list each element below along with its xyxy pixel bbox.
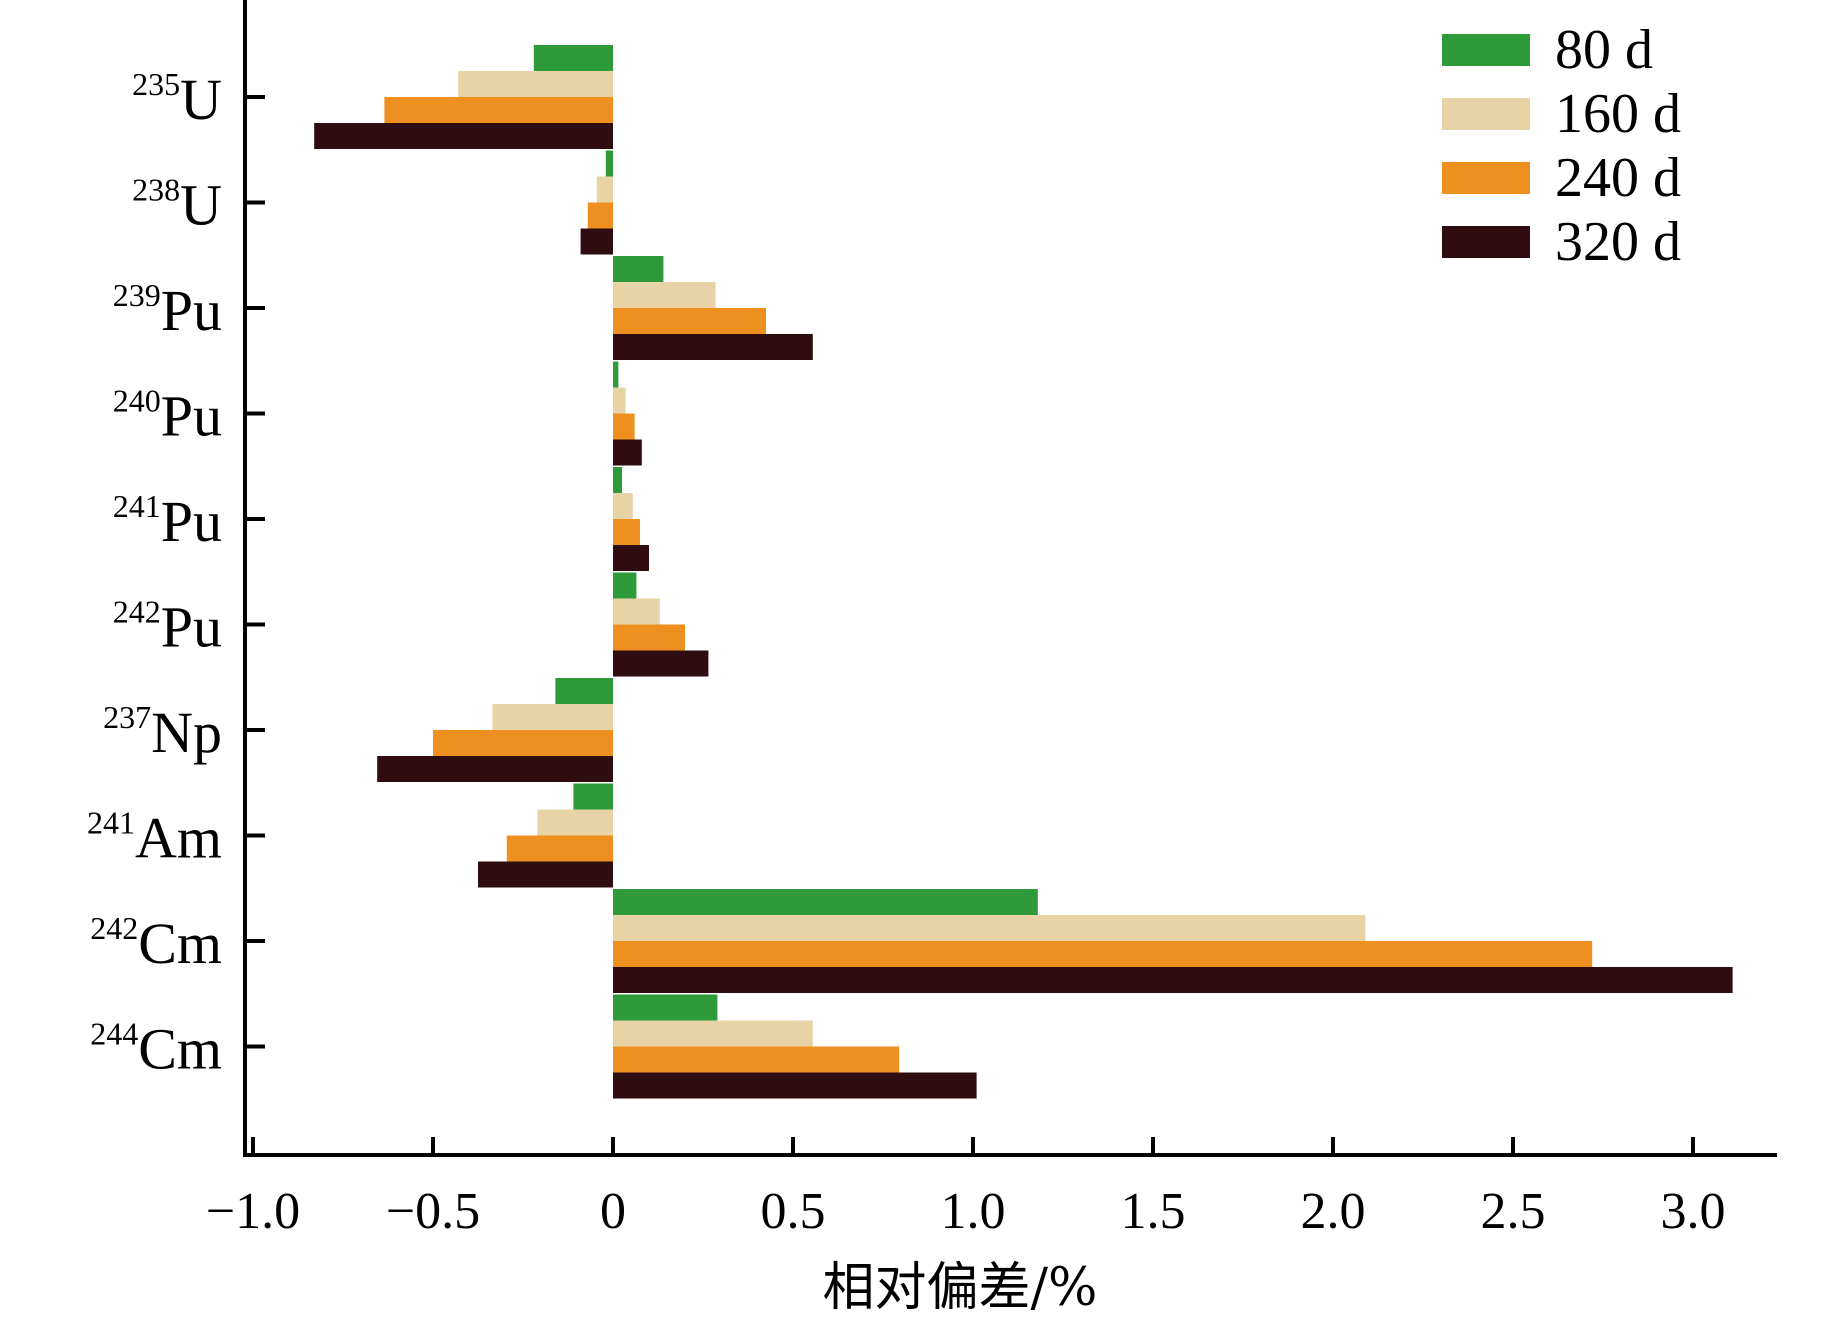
mass-number: 240 bbox=[113, 383, 161, 419]
bar-235U-160d bbox=[458, 71, 613, 97]
bar-235U-240d bbox=[384, 97, 613, 123]
bar-240Pu-320d bbox=[613, 439, 642, 466]
bar-241Pu-320d bbox=[613, 545, 649, 571]
mass-number: 242 bbox=[113, 594, 161, 630]
y-tick-label-242Pu: 242Pu bbox=[113, 594, 222, 660]
bar-237Np-80d bbox=[555, 678, 613, 704]
x-axis-title: 相对偏差/% bbox=[823, 1258, 1098, 1317]
axes-layer bbox=[243, 0, 1777, 1157]
bar-241Pu-80d bbox=[613, 467, 622, 493]
bar-241Am-240d bbox=[506, 835, 613, 862]
element-symbol: U bbox=[180, 67, 222, 132]
bar-238U-240d bbox=[587, 202, 613, 229]
bar-239Pu-240d bbox=[613, 308, 766, 334]
legend-label-80d: 80 d bbox=[1555, 19, 1653, 81]
mass-number: 238 bbox=[132, 172, 180, 208]
bar-240Pu-80d bbox=[613, 361, 619, 388]
bars-layer bbox=[314, 45, 1733, 1099]
bar-239Pu-320d bbox=[613, 334, 813, 360]
bar-239Pu-80d bbox=[613, 256, 664, 282]
legend-swatch-160d bbox=[1442, 98, 1530, 130]
x-tick-label: 1.5 bbox=[1121, 1183, 1186, 1240]
element-symbol: Cm bbox=[138, 1017, 222, 1082]
bar-242Cm-160d bbox=[613, 915, 1366, 941]
element-symbol: Am bbox=[135, 806, 222, 871]
element-symbol: U bbox=[180, 173, 222, 238]
bar-242Cm-80d bbox=[613, 889, 1038, 915]
bar-242Cm-320d bbox=[613, 967, 1733, 993]
mass-number: 244 bbox=[90, 1016, 138, 1052]
y-tick-label-241Am: 241Am bbox=[87, 805, 222, 871]
x-tick-labels: −1.0 −0.5 0 0.5 1.0 1.5 2.0 2.5 3.0 bbox=[206, 1183, 1726, 1240]
x-tick-label: 2.0 bbox=[1301, 1183, 1366, 1240]
bar-237Np-160d bbox=[492, 704, 613, 730]
legend-swatch-320d bbox=[1442, 226, 1530, 258]
bar-242Pu-80d bbox=[613, 572, 637, 599]
x-tick-label: −1.0 bbox=[206, 1183, 300, 1240]
bar-241Am-320d bbox=[478, 861, 613, 888]
mass-number: 242 bbox=[90, 910, 138, 946]
bar-237Np-240d bbox=[433, 730, 613, 756]
legend-label-320d: 320 d bbox=[1555, 211, 1681, 273]
element-symbol: Np bbox=[151, 700, 222, 765]
y-tick-label-239Pu: 239Pu bbox=[113, 277, 222, 343]
y-tick-label-237Np: 237Np bbox=[103, 699, 222, 765]
mass-number: 241 bbox=[113, 488, 161, 524]
bar-237Np-320d bbox=[377, 756, 613, 782]
x-tick-label: 0.5 bbox=[761, 1183, 826, 1240]
x-tick-label: 2.5 bbox=[1481, 1183, 1546, 1240]
element-symbol: Pu bbox=[161, 595, 222, 660]
bar-238U-320d bbox=[580, 228, 613, 255]
bar-244Cm-240d bbox=[613, 1046, 900, 1073]
element-symbol: Pu bbox=[161, 489, 222, 554]
bar-239Pu-160d bbox=[613, 282, 716, 308]
mass-number: 237 bbox=[103, 699, 151, 735]
bar-242Cm-240d bbox=[613, 941, 1593, 967]
y-tick-label-238U: 238U bbox=[132, 172, 222, 238]
element-symbol: Pu bbox=[161, 384, 222, 449]
category-labels: 235U238U239Pu240Pu241Pu242Pu237Np241Am24… bbox=[87, 66, 222, 1082]
bar-244Cm-160d bbox=[613, 1020, 813, 1047]
bar-242Pu-240d bbox=[613, 624, 685, 651]
mass-number: 235 bbox=[132, 66, 180, 102]
bar-242Pu-160d bbox=[613, 598, 660, 625]
y-tick-label-241Pu: 241Pu bbox=[113, 488, 222, 554]
y-tick-label-244Cm: 244Cm bbox=[90, 1016, 222, 1082]
bar-238U-80d bbox=[605, 150, 613, 177]
element-symbol: Cm bbox=[138, 911, 222, 976]
x-tick-label: 3.0 bbox=[1661, 1183, 1726, 1240]
y-tick-label-240Pu: 240Pu bbox=[113, 383, 222, 449]
bar-241Am-160d bbox=[537, 809, 613, 836]
bar-240Pu-160d bbox=[613, 387, 626, 414]
bar-235U-80d bbox=[533, 45, 613, 71]
bar-240Pu-240d bbox=[613, 413, 635, 440]
y-tick-label-235U: 235U bbox=[132, 66, 222, 132]
x-tick-label: 1.0 bbox=[941, 1183, 1006, 1240]
bar-235U-320d bbox=[314, 123, 613, 149]
bar-244Cm-320d bbox=[613, 1072, 977, 1099]
element-symbol: Pu bbox=[161, 278, 222, 343]
bar-241Pu-160d bbox=[613, 493, 633, 519]
mass-number: 241 bbox=[87, 805, 135, 841]
legend-label-240d: 240 d bbox=[1555, 147, 1681, 209]
legend-label-160d: 160 d bbox=[1555, 83, 1681, 145]
mass-number: 239 bbox=[113, 277, 161, 313]
bar-242Pu-320d bbox=[613, 650, 709, 677]
legend-swatch-80d bbox=[1442, 34, 1530, 66]
x-tick-label: 0 bbox=[600, 1183, 626, 1240]
legend-swatch-240d bbox=[1442, 162, 1530, 194]
bar-244Cm-80d bbox=[613, 994, 718, 1021]
bar-241Am-80d bbox=[573, 783, 613, 810]
y-tick-label-242Cm: 242Cm bbox=[90, 910, 222, 976]
bar-241Pu-240d bbox=[613, 519, 640, 545]
bar-238U-160d bbox=[596, 176, 613, 203]
x-tick-label: −0.5 bbox=[386, 1183, 480, 1240]
